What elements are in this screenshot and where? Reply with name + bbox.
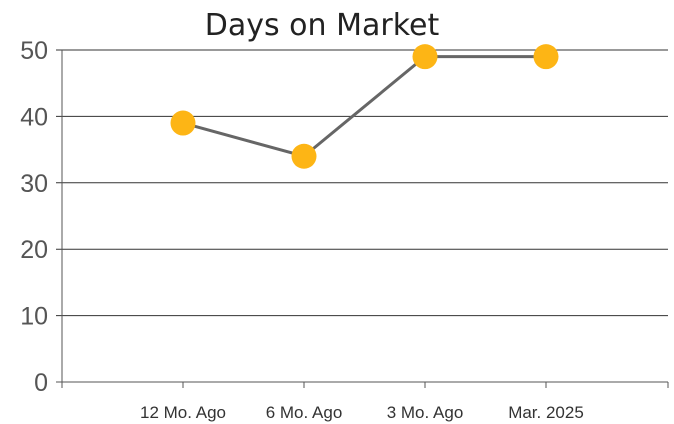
y-tick-label: 10 [20, 303, 48, 331]
y-tick-label: 30 [20, 170, 48, 198]
series-group [170, 44, 559, 169]
data-point [533, 44, 559, 70]
y-tick-label: 50 [20, 37, 48, 65]
y-tick-label: 0 [34, 369, 48, 397]
axes [56, 50, 668, 383]
y-axis-ticks: 0 10 20 30 40 50 [20, 37, 48, 397]
data-point [170, 110, 196, 136]
x-tick-label: 12 Mo. Ago [140, 403, 226, 422]
chart-title: Days on Market [205, 8, 440, 43]
series-line [182, 55, 546, 158]
x-tick-label: 6 Mo. Ago [266, 403, 343, 422]
gridlines [56, 49, 668, 317]
x-tick-label: Mar. 2025 [508, 403, 584, 422]
x-axis-ticks: 12 Mo. Ago 6 Mo. Ago 3 Mo. Ago Mar. 2025 [61, 382, 669, 422]
data-point [412, 44, 438, 70]
x-tick-label: 3 Mo. Ago [387, 403, 464, 422]
y-tick-label: 20 [20, 236, 48, 264]
data-point [291, 143, 317, 169]
y-tick-label: 40 [20, 103, 48, 131]
